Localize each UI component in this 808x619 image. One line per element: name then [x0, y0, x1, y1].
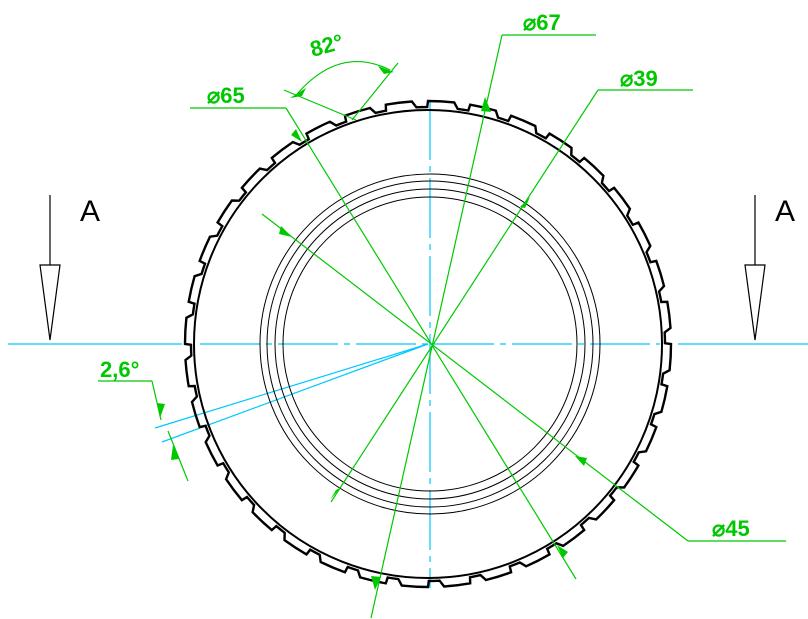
inner-circle-1: [259, 173, 601, 515]
angle-82-arc: [296, 61, 391, 95]
arrowhead-67-bottom: [371, 576, 381, 590]
dim-45-leader: [261, 213, 689, 542]
inner-bore-circles: [259, 173, 601, 515]
angle-2-6-label: 2,6°: [100, 357, 139, 382]
dim-67-label: ⌀67: [523, 10, 561, 35]
knurl-angle-line-1: [154, 343, 429, 429]
angle-82-label: 82°: [307, 29, 346, 62]
dim-39-leader: [330, 89, 599, 503]
inner-circle-2: [266, 180, 594, 508]
section-arrow-right-head: [744, 264, 766, 341]
angle-82-extension-1: [283, 89, 357, 121]
arrowhead-82-left: [290, 88, 306, 98]
arrowhead-2-6-bottom: [171, 445, 179, 460]
arrowhead-2-6-top: [157, 403, 165, 418]
dim-39-label: ⌀39: [620, 66, 658, 91]
arrowhead-39-top: [520, 197, 530, 208]
angle-2-6-extension: [167, 430, 189, 482]
outer-ring-inner-edge: [193, 109, 663, 579]
arrowhead-65-top: [291, 129, 302, 142]
arrowhead-67-top: [481, 97, 491, 112]
dim-45-label: ⌀45: [712, 516, 750, 541]
dimension-arrowheads: [157, 66, 587, 590]
arrowhead-45-outer: [575, 456, 587, 466]
section-label-right: A: [775, 195, 795, 228]
inner-circle-4: [282, 196, 578, 492]
dimension-lines: [98, 34, 786, 619]
section-arrow-right: [744, 195, 766, 341]
arrowhead-82-right: [378, 66, 394, 74]
arrowhead-39-bottom: [330, 488, 340, 500]
arrowhead-45-inner: [279, 226, 292, 237]
arrowhead-65-bottom: [557, 545, 568, 558]
inner-circle-3: [274, 188, 586, 500]
outer-knurled-ring: [183, 99, 673, 589]
dim-67-leader: [370, 34, 503, 619]
dim-65-label: ⌀65: [207, 83, 245, 108]
section-arrow-left-head: [39, 264, 61, 341]
section-arrow-left: [39, 195, 61, 341]
section-label-left: A: [80, 195, 100, 228]
centerlines: [8, 100, 808, 588]
knurl-outer-profile: [183, 99, 673, 589]
